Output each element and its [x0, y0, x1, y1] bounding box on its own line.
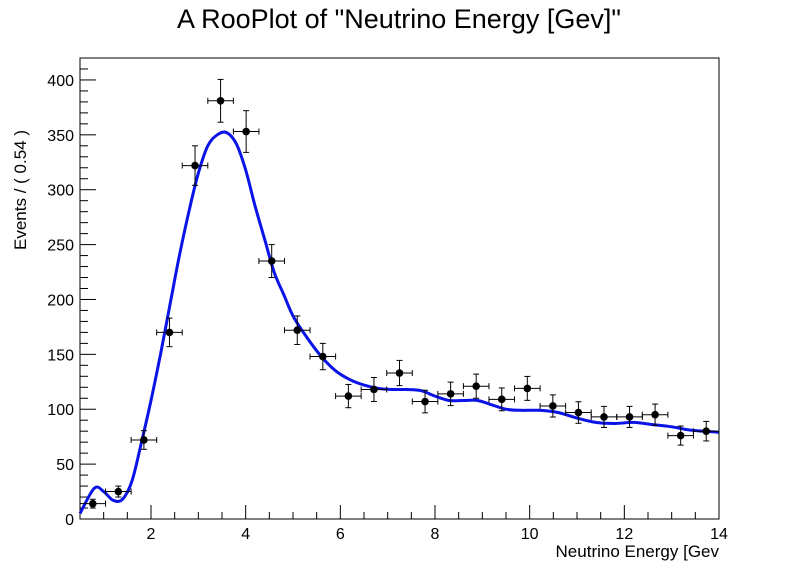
- x-axis: 2 4 6 8 10 12 14: [79, 505, 728, 543]
- chart-title: A RooPlot of "Neutrino Energy [Gev]": [177, 4, 621, 34]
- data-marker: [574, 408, 583, 417]
- data-point: [309, 342, 337, 371]
- data-point: [105, 485, 132, 498]
- data-marker: [370, 385, 378, 394]
- y-tick-label: 150: [47, 347, 74, 364]
- data-point: [437, 381, 464, 407]
- data-marker: [114, 487, 123, 496]
- y-tick-label: 400: [47, 73, 74, 90]
- data-marker: [216, 97, 225, 105]
- data-point: [207, 78, 234, 123]
- x-tick-label: 2: [147, 526, 156, 543]
- y-axis: 0 50 100 150 200 250 300 350 400: [47, 57, 96, 529]
- y-tick-label: 250: [47, 238, 74, 255]
- data-point: [411, 389, 439, 414]
- data-point: [667, 425, 694, 446]
- data-point: [539, 394, 567, 418]
- data-point: [181, 145, 209, 186]
- data-marker: [242, 127, 250, 136]
- data-point: [283, 315, 311, 345]
- data-point: [156, 317, 183, 348]
- data-point: [79, 498, 107, 509]
- data-marker: [395, 369, 404, 377]
- data-point: [488, 387, 516, 412]
- x-tick-label: 8: [431, 526, 440, 543]
- x-tick-label: 12: [615, 526, 633, 543]
- data-point: [386, 359, 413, 387]
- data-point: [514, 375, 541, 401]
- data-marker: [344, 392, 353, 400]
- data-marker: [651, 410, 659, 419]
- y-tick-label: 350: [47, 128, 74, 145]
- data-point: [641, 403, 669, 426]
- data-point: [590, 405, 618, 428]
- data-point: [360, 377, 388, 402]
- y-tick-label: 300: [47, 183, 74, 200]
- data-marker: [319, 352, 327, 361]
- data-point: [616, 405, 643, 428]
- data-marker: [600, 413, 608, 421]
- y-tick-label: 50: [56, 457, 74, 474]
- data-marker: [497, 395, 506, 404]
- data-point: [258, 244, 285, 279]
- data-points: [79, 78, 720, 509]
- y-axis-label: Events / ( 0.54 ): [11, 130, 30, 250]
- y-tick-label: 0: [65, 512, 74, 529]
- data-point: [692, 420, 720, 442]
- data-marker: [625, 413, 634, 421]
- data-marker: [676, 431, 685, 440]
- data-marker: [165, 328, 174, 337]
- y-tick-label: 200: [47, 292, 74, 309]
- data-marker: [293, 326, 302, 335]
- x-tick-label: 4: [241, 526, 250, 543]
- x-axis-label: Neutrino Energy [Gev: [556, 542, 720, 561]
- data-marker: [267, 257, 276, 265]
- data-marker: [140, 436, 148, 444]
- data-marker: [702, 427, 711, 435]
- data-marker: [191, 161, 199, 170]
- data-point: [462, 373, 490, 399]
- x-tick-label: 6: [336, 526, 345, 543]
- data-marker: [88, 499, 97, 508]
- data-point: [335, 383, 362, 409]
- y-tick-label: 100: [47, 402, 74, 419]
- data-marker: [549, 402, 557, 410]
- x-tick-label: 14: [710, 526, 728, 543]
- data-marker: [446, 390, 455, 398]
- data-point: [232, 110, 260, 153]
- data-point: [130, 430, 158, 450]
- data-marker: [523, 384, 532, 393]
- data-marker: [472, 382, 480, 390]
- data-marker: [421, 397, 429, 406]
- x-tick-label: 10: [521, 526, 539, 543]
